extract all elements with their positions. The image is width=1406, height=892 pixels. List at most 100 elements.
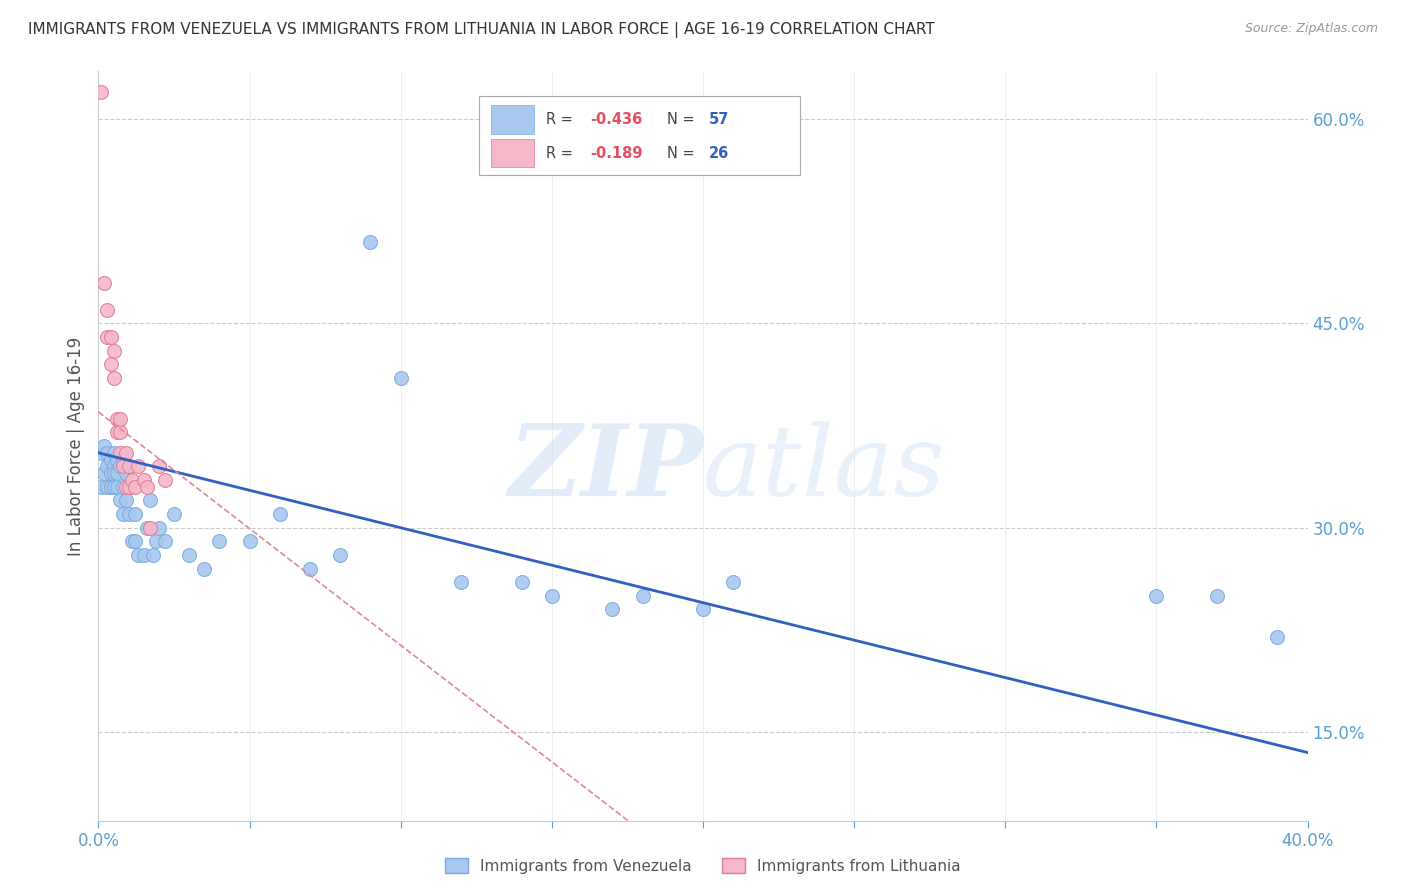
Point — [96, 480, 118, 494]
Point — [540, 589, 562, 603]
Point — [90, 446, 112, 460]
Point — [139, 521, 162, 535]
Point — [269, 507, 291, 521]
Point — [93, 439, 115, 453]
Point — [108, 411, 131, 425]
Point — [124, 534, 146, 549]
Point — [329, 548, 352, 562]
Text: R =: R = — [546, 145, 578, 161]
Point — [118, 480, 141, 494]
Point — [96, 330, 118, 344]
Point — [114, 446, 136, 460]
Point — [163, 507, 186, 521]
Text: N =: N = — [666, 112, 699, 127]
Point — [90, 85, 112, 99]
Text: IMMIGRANTS FROM VENEZUELA VS IMMIGRANTS FROM LITHUANIA IN LABOR FORCE | AGE 16-1: IMMIGRANTS FROM VENEZUELA VS IMMIGRANTS … — [28, 22, 935, 38]
Point — [105, 467, 128, 481]
FancyBboxPatch shape — [492, 139, 534, 168]
Point — [132, 548, 155, 562]
Point — [111, 480, 134, 494]
Point — [105, 425, 128, 440]
Point — [90, 480, 112, 494]
Point — [179, 548, 201, 562]
Text: -0.436: -0.436 — [591, 112, 643, 127]
Point — [135, 480, 157, 494]
Point — [132, 473, 155, 487]
Point — [193, 561, 215, 575]
Point — [118, 459, 141, 474]
Point — [103, 371, 125, 385]
Point — [114, 493, 136, 508]
Point — [96, 446, 118, 460]
Point — [389, 371, 412, 385]
Point — [108, 493, 131, 508]
Text: N =: N = — [666, 145, 699, 161]
Point — [127, 548, 149, 562]
Point — [145, 534, 167, 549]
Point — [124, 507, 146, 521]
Text: R =: R = — [546, 112, 578, 127]
Point — [723, 575, 745, 590]
Text: -0.189: -0.189 — [591, 145, 643, 161]
Point — [111, 452, 134, 467]
Point — [450, 575, 472, 590]
Point — [100, 357, 122, 371]
Text: 26: 26 — [709, 145, 730, 161]
Point — [118, 507, 141, 521]
Point — [208, 534, 231, 549]
Point — [96, 459, 118, 474]
Point — [692, 602, 714, 616]
Point — [135, 521, 157, 535]
Point — [103, 480, 125, 494]
Point — [100, 467, 122, 481]
Point — [1267, 630, 1289, 644]
Point — [148, 459, 170, 474]
Point — [111, 507, 134, 521]
Point — [139, 493, 162, 508]
Point — [121, 473, 143, 487]
Point — [103, 459, 125, 474]
FancyBboxPatch shape — [479, 96, 800, 175]
Point — [108, 459, 131, 474]
Point — [100, 480, 122, 494]
Point — [127, 459, 149, 474]
Point — [153, 534, 176, 549]
Point — [153, 473, 176, 487]
Point — [103, 446, 125, 460]
Point — [103, 467, 125, 481]
Point — [114, 467, 136, 481]
Point — [1206, 589, 1229, 603]
Point — [114, 480, 136, 494]
Point — [510, 575, 533, 590]
Point — [602, 602, 624, 616]
Point — [148, 521, 170, 535]
Point — [93, 276, 115, 290]
Point — [108, 425, 131, 440]
Y-axis label: In Labor Force | Age 16-19: In Labor Force | Age 16-19 — [66, 336, 84, 556]
Point — [118, 480, 141, 494]
Point — [121, 534, 143, 549]
Point — [360, 235, 382, 249]
Point — [103, 343, 125, 358]
Point — [108, 446, 131, 460]
Point — [96, 302, 118, 317]
Point — [239, 534, 262, 549]
Text: Source: ZipAtlas.com: Source: ZipAtlas.com — [1244, 22, 1378, 36]
Point — [124, 480, 146, 494]
FancyBboxPatch shape — [492, 105, 534, 134]
Point — [105, 411, 128, 425]
Point — [105, 480, 128, 494]
Legend: Immigrants from Venezuela, Immigrants from Lithuania: Immigrants from Venezuela, Immigrants fr… — [439, 852, 967, 880]
Point — [299, 561, 322, 575]
Point — [105, 452, 128, 467]
Point — [1144, 589, 1167, 603]
Point — [100, 330, 122, 344]
Point — [631, 589, 654, 603]
Point — [111, 459, 134, 474]
Point — [142, 548, 165, 562]
Text: atlas: atlas — [703, 421, 946, 516]
Text: ZIP: ZIP — [508, 420, 703, 516]
Text: 57: 57 — [709, 112, 730, 127]
Point — [100, 452, 122, 467]
Point — [93, 467, 115, 481]
